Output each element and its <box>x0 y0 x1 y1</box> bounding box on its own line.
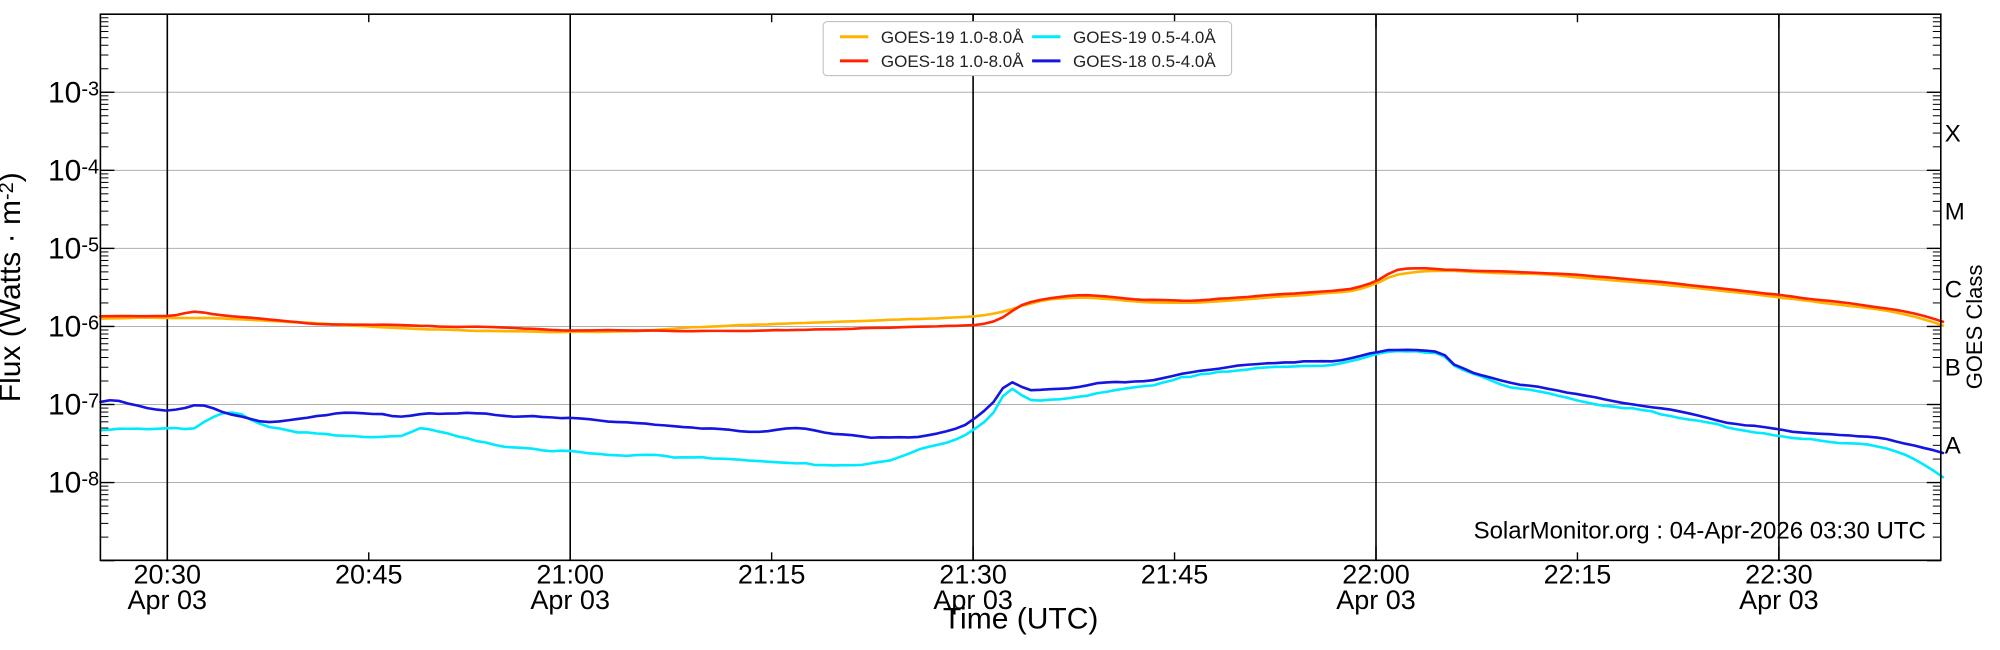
svg-text:X: X <box>1945 120 1961 147</box>
svg-text:GOES-18 0.5-4.0Å: GOES-18 0.5-4.0Å <box>1073 52 1216 71</box>
svg-text:C: C <box>1945 276 1962 303</box>
svg-text:Time (UTC): Time (UTC) <box>943 603 1099 636</box>
svg-text:GOES Class: GOES Class <box>1962 265 1987 390</box>
svg-text:M: M <box>1945 198 1965 225</box>
svg-text:Apr 03: Apr 03 <box>1739 585 1819 615</box>
svg-text:GOES-19 0.5-4.0Å: GOES-19 0.5-4.0Å <box>1073 28 1216 47</box>
svg-text:21:15: 21:15 <box>738 560 806 590</box>
svg-text:21:45: 21:45 <box>1141 560 1209 590</box>
svg-text:A: A <box>1945 433 1961 460</box>
svg-text:20:45: 20:45 <box>335 560 403 590</box>
svg-text:SolarMonitor.org : 04-Apr-2026: SolarMonitor.org : 04-Apr-2026 03:30 UTC <box>1474 517 1926 544</box>
svg-text:Apr 03: Apr 03 <box>1336 585 1416 615</box>
svg-text:GOES-18 1.0-8.0Å: GOES-18 1.0-8.0Å <box>881 52 1024 71</box>
svg-text:B: B <box>1945 354 1961 381</box>
svg-text:Apr 03: Apr 03 <box>530 585 610 615</box>
svg-text:Flux (Watts · m-2): Flux (Watts · m-2) <box>0 172 27 402</box>
svg-text:22:15: 22:15 <box>1544 560 1612 590</box>
svg-text:Apr 03: Apr 03 <box>128 585 208 615</box>
svg-text:GOES-19 1.0-8.0Å: GOES-19 1.0-8.0Å <box>881 28 1024 47</box>
